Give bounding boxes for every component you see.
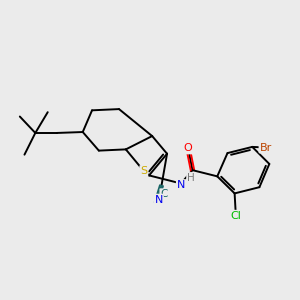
Text: O: O <box>184 143 193 154</box>
Text: Cl: Cl <box>230 211 241 221</box>
Text: N: N <box>177 180 185 190</box>
Text: C: C <box>160 189 168 199</box>
Text: Br: Br <box>260 142 272 152</box>
Text: H: H <box>187 173 195 183</box>
Text: N: N <box>154 195 163 205</box>
Text: S: S <box>140 166 147 176</box>
